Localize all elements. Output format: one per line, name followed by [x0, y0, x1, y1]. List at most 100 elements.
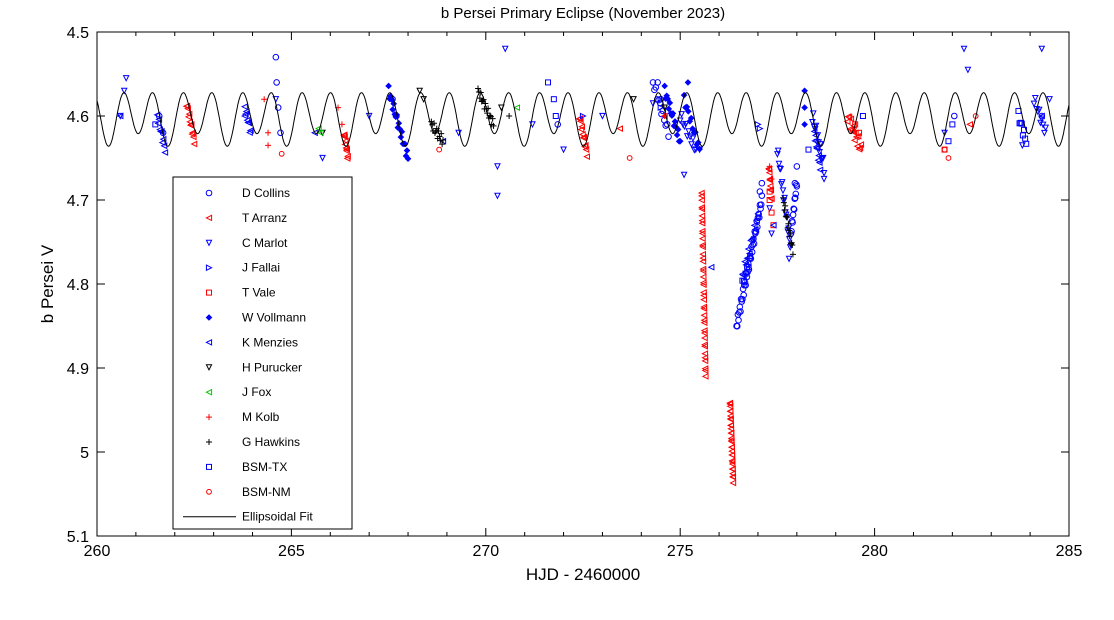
data-point: [440, 137, 447, 144]
data-point: [816, 166, 824, 174]
data-point: [1038, 45, 1046, 53]
data-point: [768, 209, 775, 216]
data-point: [120, 87, 128, 95]
data-point: [552, 113, 559, 119]
data-point: [494, 192, 501, 200]
data-point: [753, 217, 760, 225]
data-point: [700, 296, 707, 304]
data-point: [1031, 95, 1039, 102]
data-point: [728, 451, 736, 459]
data-point: [274, 104, 282, 111]
y-axis-label: b Persei V: [38, 244, 57, 323]
data-point: [749, 241, 757, 249]
data-point: [416, 87, 424, 95]
data-point: [766, 197, 773, 203]
data-point: [665, 105, 673, 113]
data-point: [813, 144, 821, 151]
data-point: [787, 229, 794, 236]
legend-marker-icon: [205, 189, 213, 197]
data-point: [739, 295, 746, 303]
data-point: [742, 270, 749, 277]
data-point: [810, 127, 818, 135]
legend-marker-icon: [205, 388, 213, 396]
data-point: [185, 110, 193, 118]
data-point: [599, 112, 606, 120]
data-point: [726, 415, 734, 423]
data-point: [385, 82, 392, 90]
data-point: [700, 319, 708, 327]
data-point: [765, 169, 773, 177]
data-point: [686, 133, 694, 141]
data-point: [820, 169, 828, 177]
data-point: [685, 108, 692, 115]
data-point: [733, 322, 741, 330]
data-point: [801, 121, 808, 128]
data-point: [964, 66, 972, 74]
series-w-vollmann: [385, 79, 808, 163]
data-point: [741, 258, 748, 266]
data-point: [791, 194, 799, 202]
y-tick-label: 4.6: [67, 109, 89, 126]
data-point: [727, 425, 735, 433]
legend-label: H Purucker: [242, 360, 302, 374]
data-point: [815, 152, 822, 159]
data-point: [782, 213, 789, 220]
data-point: [494, 163, 501, 171]
data-point: [728, 447, 735, 455]
data-point: [790, 206, 798, 213]
data-point: [1023, 140, 1030, 147]
data-point: [739, 277, 746, 284]
data-point: [661, 82, 668, 90]
legend-entry: G Hawkins: [206, 435, 300, 449]
data-point: [578, 123, 586, 131]
data-point: [769, 221, 777, 229]
legend-marker-icon: [205, 214, 213, 222]
legend-entry: C Marlot: [205, 236, 288, 250]
data-point: [960, 45, 968, 53]
data-point: [758, 192, 766, 199]
data-point: [338, 121, 345, 128]
data-point: [365, 112, 373, 120]
data-point: [701, 342, 708, 350]
data-point: [745, 264, 752, 271]
data-point: [751, 226, 759, 234]
data-point: [161, 149, 169, 156]
data-point: [245, 119, 253, 127]
data-point: [774, 147, 782, 155]
data-point: [700, 334, 708, 342]
data-point: [1040, 129, 1048, 137]
data-point: [341, 133, 348, 141]
data-point: [699, 258, 707, 265]
legend-label: J Fox: [242, 385, 271, 399]
data-point: [756, 125, 764, 133]
data-point: [789, 251, 796, 258]
y-tick-label: 5.1: [67, 529, 89, 546]
data-point: [778, 179, 786, 186]
legend-marker-icon: [205, 364, 213, 372]
legend-entry: H Purucker: [205, 360, 302, 374]
data-point: [699, 273, 707, 281]
data-point: [744, 245, 752, 253]
data-point: [785, 255, 793, 263]
data-point: [188, 130, 196, 138]
axes: 260 265 270 275 280 285 4.5 4.6 4.7 4.8 4.9 5 5.1: [67, 25, 1083, 560]
data-point: [669, 110, 677, 117]
data-point: [701, 357, 709, 365]
data-point: [688, 141, 695, 149]
data-point: [784, 214, 791, 221]
legend-entry: BSM-TX: [206, 460, 287, 474]
data-point: [700, 329, 708, 337]
data-point: [1017, 119, 1024, 126]
data-point: [116, 112, 124, 120]
data-point: [1042, 124, 1050, 132]
data-point: [701, 350, 709, 358]
data-point: [699, 243, 706, 251]
legend-marker-icon: [205, 314, 213, 321]
data-point: [698, 235, 706, 243]
data-point: [152, 121, 159, 128]
data-point: [682, 120, 690, 128]
data-point: [689, 135, 697, 143]
data-point: [664, 95, 672, 103]
data-point: [698, 196, 705, 204]
data-point: [752, 228, 760, 236]
